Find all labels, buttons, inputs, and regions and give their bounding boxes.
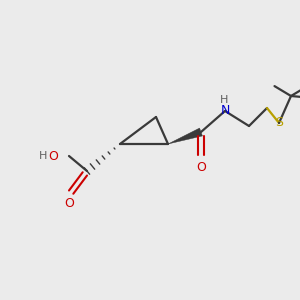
Text: S: S bbox=[275, 116, 283, 130]
Text: H: H bbox=[220, 94, 229, 105]
Polygon shape bbox=[168, 128, 203, 144]
Text: H: H bbox=[39, 151, 47, 161]
Text: O: O bbox=[49, 149, 58, 163]
Text: O: O bbox=[196, 161, 206, 174]
Text: N: N bbox=[220, 104, 230, 118]
Text: O: O bbox=[64, 197, 74, 210]
